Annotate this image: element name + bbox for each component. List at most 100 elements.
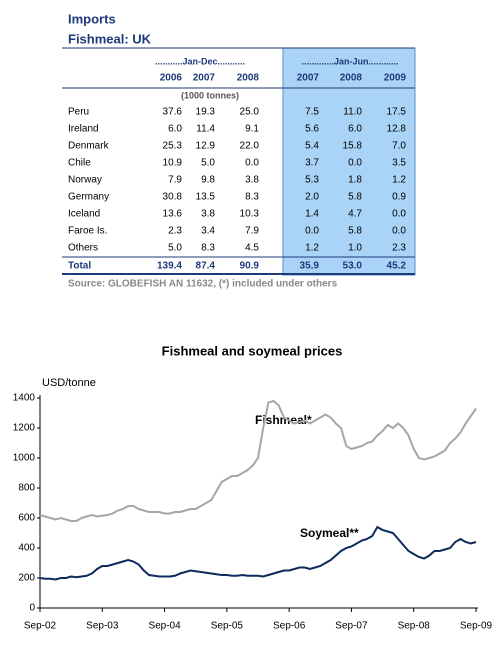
cell: 2.3 — [392, 243, 406, 254]
cell: 5.8 — [348, 226, 362, 237]
cell: 19.3 — [196, 107, 216, 118]
cell: 37.6 — [163, 107, 183, 118]
total-cell: 45.2 — [387, 261, 407, 272]
cell: 3.8 — [201, 209, 215, 220]
cell: 8.3 — [245, 192, 259, 203]
series-label: Soymeal** — [300, 526, 359, 540]
y-tick-label: 800 — [18, 483, 35, 494]
row-label: Iceland — [68, 209, 100, 220]
cell: 5.3 — [305, 175, 319, 186]
series-label: Fishmeal* — [255, 413, 312, 427]
year-header: 2009 — [384, 73, 407, 84]
series-line — [39, 525, 477, 581]
year-header: 2008 — [237, 73, 260, 84]
x-tick-label: Sep-08 — [398, 621, 431, 632]
total-label: Total — [68, 261, 91, 272]
cell: 1.2 — [305, 243, 319, 254]
x-tick-label: Sep-02 — [24, 621, 57, 632]
cell: 22.0 — [240, 141, 260, 152]
cell: 12.9 — [196, 141, 216, 152]
source: Source: GLOBEFISH AN 11632, (*) included… — [68, 279, 338, 290]
cell: 0.0 — [305, 226, 319, 237]
cell: 13.6 — [163, 209, 183, 220]
y-tick-label: 1200 — [13, 423, 36, 434]
cell: 10.9 — [163, 158, 183, 169]
cell: 3.7 — [305, 158, 319, 169]
series-line — [39, 399, 477, 522]
x-tick-label: Sep-05 — [211, 621, 244, 632]
cell: 30.8 — [163, 192, 183, 203]
x-tick-label: Sep-03 — [86, 621, 119, 632]
year-header: 2006 — [160, 73, 183, 84]
subtitle: Fishmeal: UK — [68, 31, 152, 46]
cell: 7.9 — [168, 175, 182, 186]
year-header: 2007 — [297, 73, 320, 84]
y-tick-label: 400 — [18, 543, 35, 554]
row-label: Ireland — [68, 124, 99, 135]
row-label: Faroe Is. — [68, 226, 107, 237]
x-tick-label: Sep-09 — [460, 621, 493, 632]
cell: 5.8 — [348, 192, 362, 203]
row-label: Chile — [68, 158, 91, 169]
cell: 5.6 — [305, 124, 319, 135]
cell: 1.2 — [392, 175, 406, 186]
cell: 15.8 — [343, 141, 363, 152]
cell: 8.3 — [201, 243, 215, 254]
row-label: Germany — [68, 192, 109, 203]
cell: 0.0 — [392, 209, 406, 220]
x-tick-label: Sep-04 — [148, 621, 181, 632]
cell: 0.9 — [392, 192, 406, 203]
cell: 1.0 — [348, 243, 362, 254]
row-label: Denmark — [68, 141, 110, 152]
period-header: ...........Jan-Dec........... — [155, 56, 245, 66]
cell: 0.0 — [245, 158, 259, 169]
row-label: Norway — [68, 175, 102, 186]
title: Imports — [68, 11, 116, 26]
total-cell: 90.9 — [240, 261, 260, 272]
cell: 7.5 — [305, 107, 319, 118]
cell: 0.0 — [392, 226, 406, 237]
total-cell: 53.0 — [343, 261, 363, 272]
cell: 7.9 — [245, 226, 259, 237]
y-tick-label: 0 — [29, 603, 35, 614]
cell: 3.8 — [245, 175, 259, 186]
unit: (1000 tonnes) — [181, 90, 239, 100]
cell: 5.0 — [201, 158, 215, 169]
year-header: 2008 — [340, 73, 363, 84]
cell: 4.5 — [245, 243, 259, 254]
y-tick-label: 1400 — [13, 393, 36, 404]
cell: 5.4 — [305, 141, 319, 152]
total-cell: 87.4 — [196, 261, 216, 272]
y-axis-label: USD/tonne — [42, 377, 96, 389]
cell: 2.3 — [168, 226, 182, 237]
total-cell: 139.4 — [157, 261, 182, 272]
cell: 1.4 — [305, 209, 319, 220]
cell: 4.7 — [348, 209, 362, 220]
cell: 9.8 — [201, 175, 215, 186]
cell: 6.0 — [168, 124, 182, 135]
cell: 10.3 — [240, 209, 260, 220]
total-cell: 35.9 — [300, 261, 320, 272]
cell: 17.5 — [387, 107, 407, 118]
chart-title: Fishmeal and soymeal prices — [162, 343, 343, 358]
cell: 5.0 — [168, 243, 182, 254]
y-tick-label: 600 — [18, 513, 35, 524]
y-tick-label: 1000 — [13, 453, 36, 464]
row-label: Others — [68, 243, 98, 254]
cell: 12.8 — [387, 124, 407, 135]
cell: 11.4 — [196, 124, 215, 135]
x-tick-label: Sep-06 — [273, 621, 306, 632]
cell: 2.0 — [305, 192, 319, 203]
cell: 0.0 — [348, 158, 362, 169]
cell: 3.4 — [201, 226, 215, 237]
y-tick-label: 200 — [18, 573, 35, 584]
cell: 6.0 — [348, 124, 362, 135]
cell: 3.5 — [392, 158, 406, 169]
year-header: 2007 — [193, 73, 216, 84]
jan-jun-shade — [282, 47, 416, 276]
x-tick-label: Sep-07 — [335, 621, 368, 632]
period-header: .............Jan-Jun............ — [301, 56, 398, 66]
cell: 1.8 — [348, 175, 362, 186]
